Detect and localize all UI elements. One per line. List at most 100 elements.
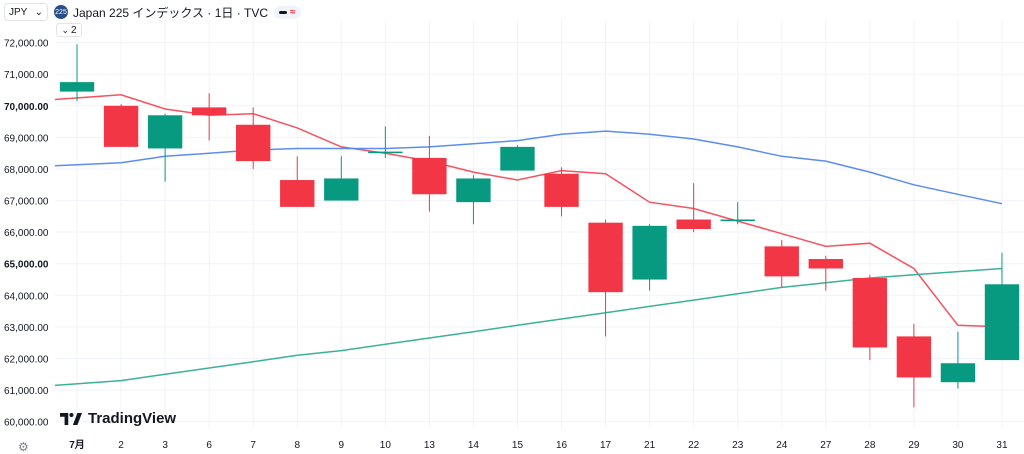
time-tick-label: 31 [996,440,1008,451]
time-tick-label: 10 [380,440,392,451]
candle-body [808,259,843,269]
candle [147,113,183,182]
time-tick-label: 7 [250,440,256,451]
candle [412,135,447,212]
time-tick-label: 16 [556,440,568,451]
settings-gear-icon[interactable]: ⚙ [18,440,29,454]
candle [588,219,623,337]
currency-select[interactable]: JPY ⌄ [4,3,48,21]
currency-label: JPY [9,6,28,18]
time-tick-label: 9 [339,440,345,451]
candle-body [500,146,535,171]
indicators-toggle-button[interactable]: ⌄ 2 [56,23,82,37]
time-axis-labels: 7月 2 3 6 7 8 9 10 13 14 15 16 17 21 22 23 24 27 28 29 30 31 [69,439,1008,451]
time-tick-label: 2 [118,440,124,451]
chart-grid [55,20,1024,428]
wave-icon: ≈ [290,6,296,18]
candle [764,240,799,288]
candle-body [896,336,932,378]
time-tick-label: 30 [952,440,964,451]
candle [236,107,271,169]
time-tick-label: 29 [908,440,920,451]
watermark-text: TradingView [88,410,177,427]
time-tick-label: 6 [206,440,212,451]
candle-body [940,363,976,383]
candle [324,156,359,201]
price-axis-labels: 60,000.00 61,000.00 62,000.00 63,000.00 64,0… [4,39,49,429]
moving-average-line [54,94,1003,328]
candle [676,183,711,233]
candle [808,255,843,291]
candle-body [59,82,95,92]
symbol-title[interactable]: 225 Japan 225 インデックス · 1日 · TVC [54,4,268,21]
candle-body [368,151,403,154]
time-tick-label: 28 [864,440,876,451]
moving-average-line [54,267,1003,387]
candle [940,331,976,389]
candle-body [147,115,183,149]
time-tick-label: 23 [732,440,744,451]
candle-body [191,107,227,116]
price-tick-label: 61,000.00 [4,386,49,397]
chevron-down-icon: ⌄ [34,6,43,18]
candle-body [588,222,623,293]
time-tick-label: 22 [688,440,700,451]
time-tick-label: 21 [644,440,656,451]
candle-body [764,246,799,277]
price-tick-label: 62,000.00 [4,355,49,366]
candle-body [852,277,888,348]
market-status-pill[interactable]: ≈ [274,5,301,19]
price-tick-label: 69,000.00 [4,133,49,144]
candle [280,156,315,207]
candle-body [236,124,271,162]
candlestick-series [59,44,1020,408]
price-tick-label: 68,000.00 [4,165,49,176]
candle-body [544,173,579,207]
price-tick-label: 70,000.00 [4,102,49,113]
time-tick-label: 7月 [69,439,85,451]
price-tick-label: 66,000.00 [4,228,49,239]
time-tick-label: 15 [512,440,524,451]
time-tick-label: 27 [820,440,832,451]
time-tick-label: 13 [424,440,436,451]
candle [852,274,888,361]
candle [191,93,227,141]
price-tick-label: 65,000.00 [4,260,49,271]
candle-body [324,178,359,201]
candle-body [103,105,139,147]
candle [59,44,95,102]
tradingview-logo-icon [60,412,82,425]
candle [500,145,535,171]
candle-body [984,284,1020,361]
time-tick-label: 8 [294,440,300,451]
candle-body [720,219,755,222]
time-tick-label: 17 [600,440,612,451]
candle [456,175,491,225]
candle-body [632,225,667,280]
candle-body [456,178,491,203]
price-tick-label: 64,000.00 [4,291,49,302]
price-tick-label: 71,000.00 [4,70,49,81]
chevron-down-icon: ⌄ [61,24,69,35]
chart-title: Japan 225 インデックス · 1日 · TVC [73,5,269,20]
indicator-count: 2 [70,24,77,36]
moving-average-line [54,130,1003,205]
time-tick-label: 3 [162,440,168,451]
symbol-badge-icon: 225 [54,5,68,19]
price-tick-label: 67,000.00 [4,197,49,208]
moving-average-lines [54,94,1003,387]
candle [368,126,403,158]
candle [984,252,1020,361]
candle-body [280,180,315,207]
candle-body [412,157,447,195]
candle [632,224,667,291]
candle [103,104,139,147]
dash-icon [279,10,288,14]
tradingview-watermark: TradingView [60,410,176,427]
time-tick-label: 24 [776,440,788,451]
time-tick-label: 14 [468,440,480,451]
candle [896,323,932,408]
candle-body [676,219,711,229]
candle [544,167,579,217]
